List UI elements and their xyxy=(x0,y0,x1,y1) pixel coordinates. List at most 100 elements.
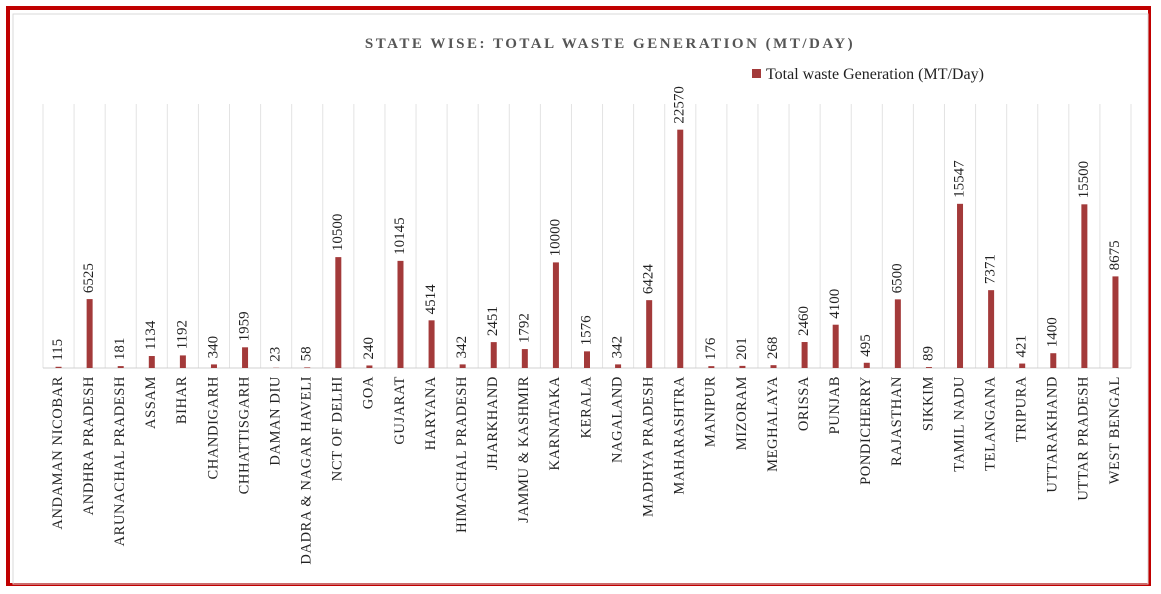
value-label: 240 xyxy=(361,337,377,360)
bar xyxy=(1081,204,1088,368)
x-tick-label: HIMACHAL PRADESH xyxy=(454,376,470,533)
value-label: 181 xyxy=(112,338,128,361)
bar xyxy=(1019,363,1026,368)
value-label: 2451 xyxy=(485,306,501,336)
bar xyxy=(428,320,435,368)
x-tick-label: NCT OF DELHI xyxy=(330,376,346,481)
bar xyxy=(210,364,217,368)
bar xyxy=(863,362,870,368)
bar xyxy=(117,366,124,368)
x-tick-label: MAHARASHTRA xyxy=(672,376,688,495)
value-label: 2460 xyxy=(796,306,812,336)
x-tick-label: KARNATAKA xyxy=(547,376,563,470)
bar xyxy=(770,365,777,368)
x-tick-label: MADHYA PRADESH xyxy=(640,376,656,517)
x-tick-label: RAJASTHAN xyxy=(889,376,905,466)
bar xyxy=(397,260,404,368)
bar xyxy=(957,203,964,368)
x-tick-label: NAGALAND xyxy=(609,376,625,463)
bar xyxy=(55,366,62,368)
value-label: 268 xyxy=(765,337,781,360)
value-label: 4514 xyxy=(423,284,439,315)
bar xyxy=(148,356,155,368)
value-label: 1576 xyxy=(578,315,594,346)
value-label: 10500 xyxy=(330,214,346,252)
bar xyxy=(894,299,901,368)
x-tick-label: GOA xyxy=(361,376,377,409)
bar xyxy=(584,351,590,368)
x-tick-label: JHARKHAND xyxy=(485,376,501,470)
chart-title: STATE WISE: TOTAL WASTE GENERATION (MT/D… xyxy=(365,36,855,52)
value-label: 176 xyxy=(703,337,719,360)
x-tick-label: TAMIL NADU xyxy=(951,376,967,472)
bar xyxy=(490,342,497,368)
value-label: 4100 xyxy=(827,289,843,319)
value-label: 58 xyxy=(299,346,315,361)
bar xyxy=(459,364,466,368)
plot-frame xyxy=(12,13,1149,585)
bar xyxy=(832,324,839,368)
value-label: 342 xyxy=(454,336,470,359)
x-tick-label: KERALA xyxy=(578,376,594,438)
value-label: 421 xyxy=(1014,335,1030,358)
value-label: 23 xyxy=(268,347,284,362)
bar xyxy=(988,290,995,368)
bar xyxy=(739,365,746,368)
bar xyxy=(335,257,342,368)
bar xyxy=(366,365,373,368)
x-tick-label: HARYANA xyxy=(423,376,439,450)
x-tick-label: JAMMU & KASHMIR xyxy=(516,376,532,523)
bar xyxy=(677,129,684,368)
value-label: 1792 xyxy=(516,313,532,343)
value-label: 342 xyxy=(610,336,626,359)
x-tick-label: DAMAN DIU xyxy=(267,376,283,466)
bar xyxy=(304,367,311,368)
bar xyxy=(1112,276,1119,368)
x-tick-label: CHANDIGARH xyxy=(205,376,221,479)
x-tick-label: TELANGANA xyxy=(982,376,998,471)
value-label: 15500 xyxy=(1076,161,1092,199)
x-tick-label: DADRA & NAGAR HAVELI xyxy=(299,376,315,565)
value-label: 6424 xyxy=(641,264,657,295)
value-label: 8675 xyxy=(1107,240,1123,270)
value-label: 7371 xyxy=(983,254,999,284)
bar xyxy=(179,355,186,368)
x-tick-label: BIHAR xyxy=(174,376,190,424)
value-label: 1192 xyxy=(174,320,190,349)
value-label: 89 xyxy=(920,346,936,361)
value-label: 22570 xyxy=(672,86,688,124)
value-label: 1134 xyxy=(143,320,159,350)
value-label: 340 xyxy=(205,336,221,359)
bar xyxy=(708,366,715,368)
x-tick-label: MEGHALAYA xyxy=(765,376,781,472)
value-label: 6525 xyxy=(81,263,97,293)
x-tick-label: ASSAM xyxy=(143,376,159,429)
bar xyxy=(801,342,808,368)
value-label: 115 xyxy=(50,339,66,361)
bar xyxy=(1050,353,1057,368)
x-tick-label: MIZORAM xyxy=(734,376,750,450)
x-tick-label: CHHATTISGARH xyxy=(236,376,252,494)
x-tick-label: WEST BENGAL xyxy=(1107,376,1123,484)
x-tick-label: PONDICHERRY xyxy=(858,376,874,485)
bar xyxy=(242,347,249,368)
value-label: 15547 xyxy=(951,160,967,198)
x-tick-label: TRIPURA xyxy=(1014,376,1030,442)
value-label: 6500 xyxy=(889,263,905,293)
value-label: 1400 xyxy=(1045,317,1061,347)
bar xyxy=(521,349,528,368)
x-tick-label: ANDAMAN NICOBAR xyxy=(50,376,66,530)
x-tick-label: ORISSA xyxy=(796,376,812,431)
value-label: 10145 xyxy=(392,217,408,255)
value-label: 10000 xyxy=(547,219,563,257)
bar xyxy=(646,300,653,368)
bar xyxy=(86,299,93,368)
x-tick-label: UTTARAKHAND xyxy=(1045,376,1061,493)
x-tick-label: PUNJAB xyxy=(827,376,843,434)
x-tick-label: ARUNACHAL PRADESH xyxy=(112,376,128,546)
legend-label: Total waste Generation (MT/Day) xyxy=(766,66,984,83)
bar xyxy=(552,262,559,368)
bar xyxy=(615,364,622,368)
x-tick-label: SIKKIM xyxy=(920,376,936,431)
